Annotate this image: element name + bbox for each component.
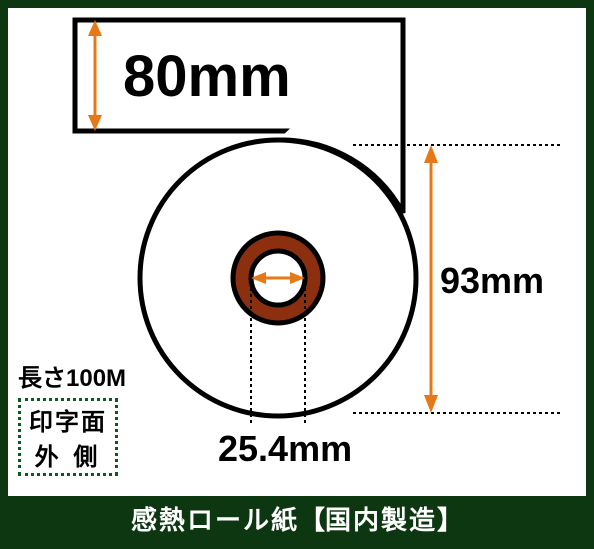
width-dimension-label: 80mm <box>123 43 291 110</box>
length-label: 長さ100M <box>18 358 126 393</box>
footer-bar: 感熱ロール紙 【 国内製造 】 <box>8 496 586 541</box>
height-dimension-label: 93mm <box>440 260 544 302</box>
bracket-open: 【 <box>299 500 325 537</box>
footer-title-left: 感熱ロール紙 <box>131 500 299 537</box>
print-side-box: 印字面 外 側 <box>18 398 118 476</box>
diagram-area: 80mm 93mm 25.4mm 長さ100M 印字面 外 側 <box>8 8 586 498</box>
print-side-line2: 外 側 <box>35 437 102 472</box>
footer-title-right: 国内製造 <box>325 500 437 537</box>
core-dimension-label: 25.4mm <box>218 428 352 470</box>
bracket-close: 】 <box>437 500 463 537</box>
print-side-line1: 印字面 <box>29 402 107 437</box>
height-arrow-head-bottom <box>424 395 438 413</box>
height-arrow-head-top <box>424 145 438 163</box>
